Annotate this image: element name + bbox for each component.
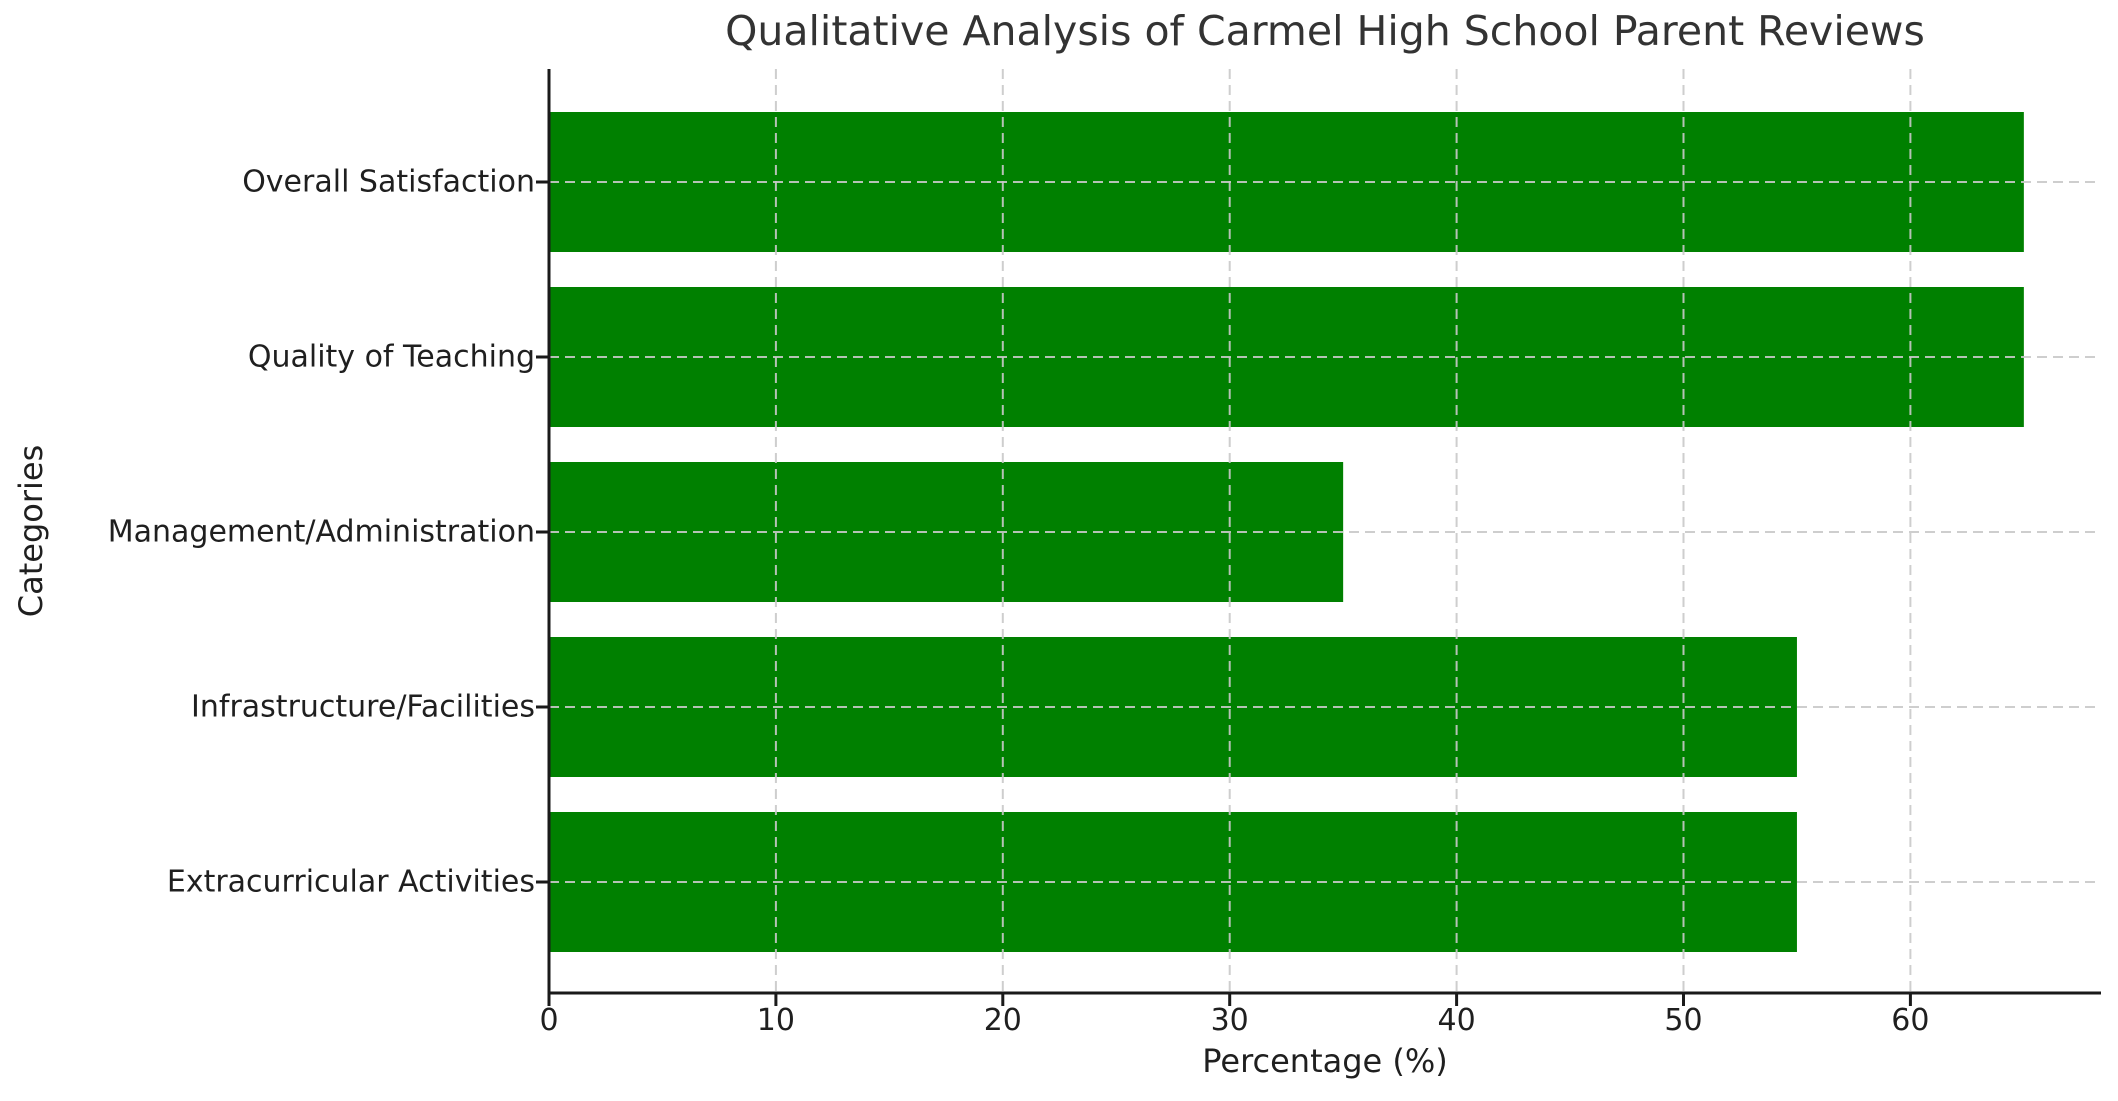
category-label: Infrastructure/Facilities — [191, 690, 535, 725]
chart-title: Qualitative Analysis of Carmel High Scho… — [725, 7, 1925, 55]
x-tick-label: 0 — [539, 1003, 558, 1038]
x-tick-label: 10 — [757, 1003, 795, 1038]
category-label: Extracurricular Activities — [167, 865, 535, 900]
y-axis-label: Categories — [12, 444, 50, 618]
bar — [549, 812, 1797, 952]
category-label: Overall Satisfaction — [242, 165, 535, 200]
category-label: Quality of Teaching — [248, 340, 535, 375]
x-tick-label: 30 — [1211, 1003, 1249, 1038]
x-axis-label: Percentage (%) — [1202, 1042, 1448, 1080]
x-tick-label: 40 — [1438, 1003, 1476, 1038]
x-tick-label: 20 — [984, 1003, 1022, 1038]
x-tick-label: 60 — [1891, 1003, 1929, 1038]
category-label: Management/Administration — [108, 515, 535, 550]
bar — [549, 637, 1797, 777]
x-tick-label: 50 — [1664, 1003, 1702, 1038]
